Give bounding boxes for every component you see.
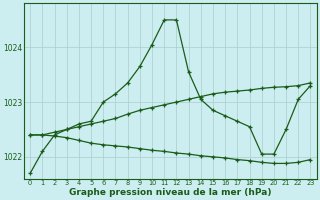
X-axis label: Graphe pression niveau de la mer (hPa): Graphe pression niveau de la mer (hPa) [69, 188, 272, 197]
